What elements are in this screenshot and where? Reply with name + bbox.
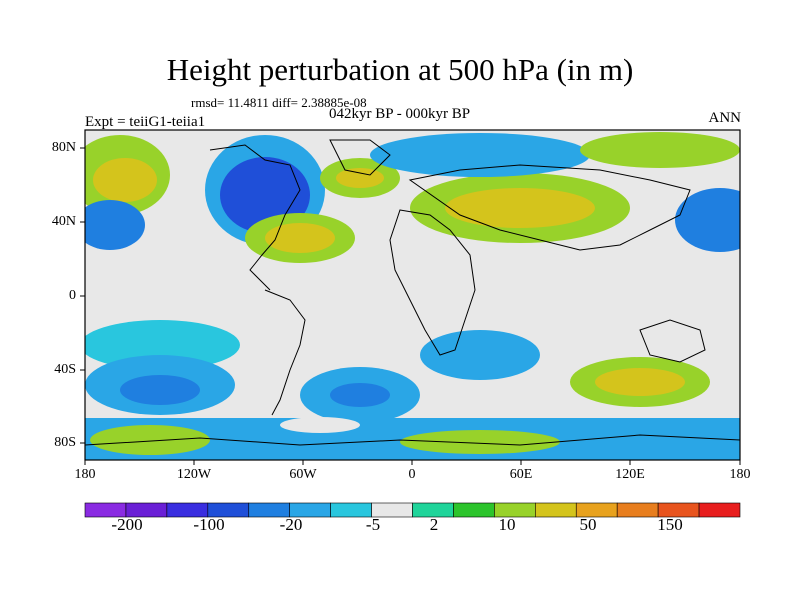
nh-positive-core-subtropic — [265, 223, 335, 253]
antarctica-coast — [85, 434, 740, 446]
africa-coast — [389, 209, 476, 356]
sh-neutral-gap — [280, 417, 360, 433]
coastlines — [85, 139, 740, 446]
nh-negative-anomaly-westedge — [85, 200, 145, 250]
sh-negative-core-atlantic — [330, 383, 390, 407]
sh-negative-anomaly-indian — [420, 330, 540, 380]
lon-tick-label: 120W — [176, 467, 212, 482]
period-label: 042kyr BP - 000kyr BP — [329, 106, 471, 122]
lat-tick-label: 80N — [51, 140, 76, 155]
nh-positive-core-atlantic — [336, 168, 384, 188]
colorbar-swatch — [698, 502, 741, 518]
stats-text: rmsd= 11.4811 diff= 2.38885e-08 — [191, 95, 367, 110]
sh-negative-core-pacific — [120, 375, 200, 405]
sh-polar-positive-east — [400, 430, 560, 454]
colorbar-label: -20 — [279, 515, 303, 534]
lon-tick-label: 120E — [615, 467, 645, 482]
nh-positive-anomaly-siberia — [580, 132, 740, 168]
sh-polar-positive-west — [90, 425, 210, 455]
colorbar-label: 150 — [657, 515, 683, 534]
nh-negative-anomaly-arctic — [370, 133, 590, 177]
eurasia-coast — [408, 164, 691, 251]
australia-coast — [639, 319, 706, 363]
lat-tick-label: 80S — [54, 435, 76, 450]
lat-tick-label: 40N — [51, 214, 76, 229]
greenland-coast — [329, 139, 391, 176]
height-field — [85, 130, 740, 460]
lon-tick-label: 0 — [408, 467, 416, 482]
nh-negative-anomaly-eastpac — [675, 188, 740, 252]
colorbar-label: -5 — [365, 515, 381, 534]
experiment-label: Expt = teiiG1-teiia1 — [85, 114, 206, 130]
sh-positive-core-australia — [595, 368, 685, 396]
south-america-coast — [264, 289, 306, 416]
lon-tick-label: 60W — [289, 467, 317, 482]
lon-tick-label: 60E — [509, 467, 533, 482]
sh-negative-band-pacific — [85, 320, 240, 370]
colorbar-label: 2 — [429, 515, 439, 534]
lat-tick-label: 0 — [69, 288, 76, 303]
lon-tick-label: 180 — [729, 467, 751, 482]
colorbar-label: -200 — [111, 515, 143, 534]
colorbar — [84, 502, 741, 518]
nh-positive-core-westpac — [93, 158, 157, 202]
map-title: Height perturbation at 500 hPa (in m) — [166, 52, 634, 87]
season-label: ANN — [708, 110, 742, 126]
lat-tick-label: 40S — [54, 362, 76, 377]
colorbar-label: -100 — [193, 515, 225, 534]
axis-ticks — [80, 147, 741, 465]
north-america-coast — [209, 144, 301, 291]
colorbar-label: 10 — [498, 515, 516, 534]
nh-positive-core-eurasia — [445, 188, 595, 228]
lon-tick-label: 180 — [74, 467, 96, 482]
colorbar-label: 50 — [579, 515, 597, 534]
